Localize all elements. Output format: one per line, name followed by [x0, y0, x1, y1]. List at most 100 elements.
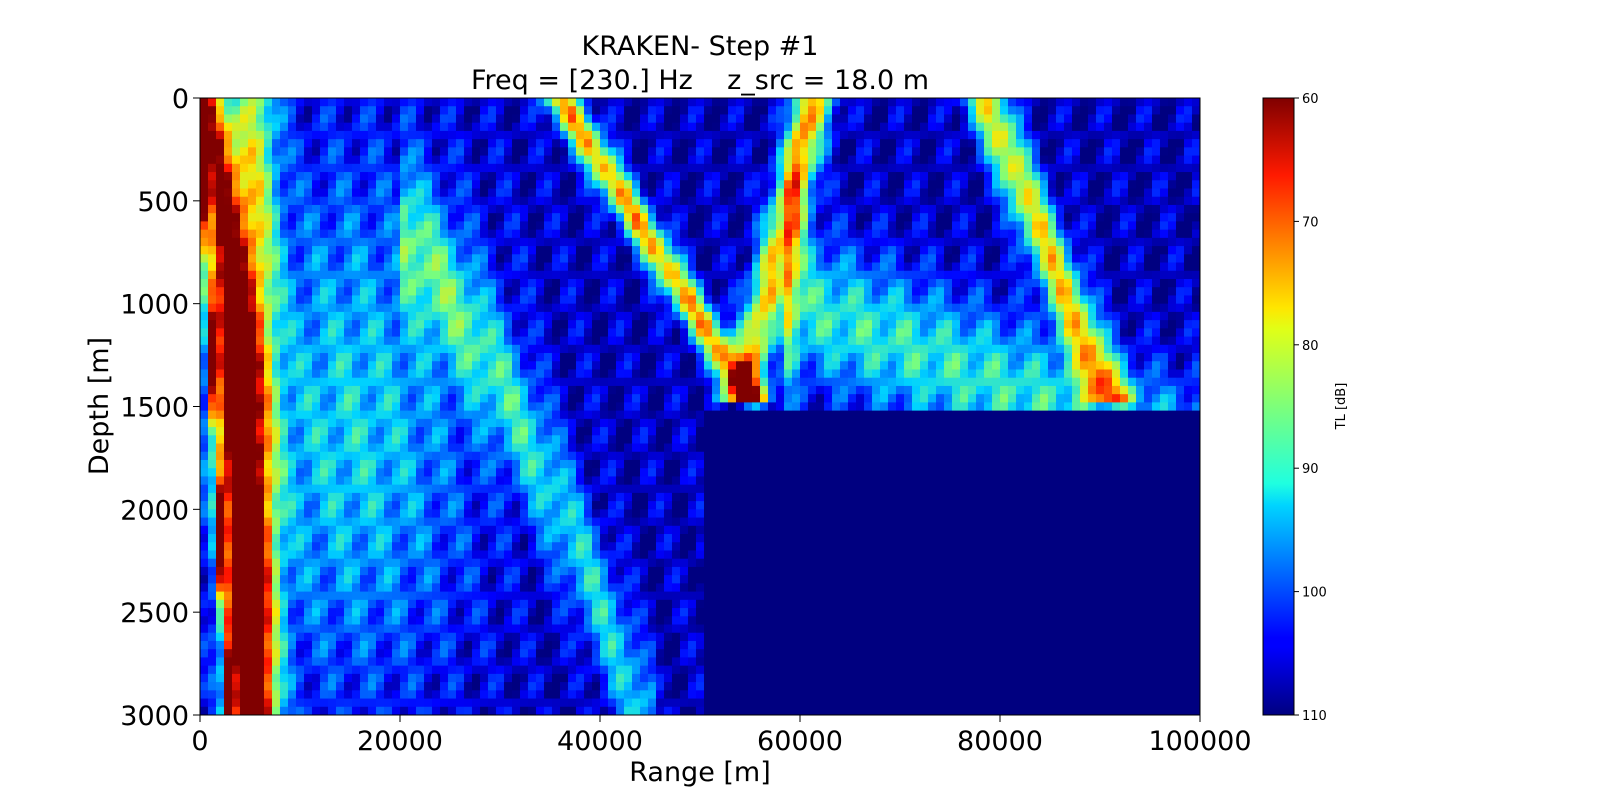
heatmap-cell	[568, 188, 577, 198]
heatmap-cell	[512, 566, 521, 576]
heatmap-cell	[416, 550, 425, 560]
heatmap-cell	[464, 558, 473, 568]
heatmap-cell	[400, 188, 409, 198]
heatmap-cell	[264, 501, 273, 510]
heatmap-cell	[224, 237, 233, 247]
heatmap-cell	[240, 649, 249, 659]
heatmap-cell	[456, 558, 465, 568]
heatmap-cell	[360, 196, 369, 206]
heatmap-cell	[328, 204, 337, 214]
heatmap-cell	[216, 213, 225, 222]
heatmap-cell	[488, 320, 497, 329]
heatmap-cell	[640, 114, 649, 124]
heatmap-cell	[512, 278, 521, 288]
heatmap-cell	[288, 106, 297, 116]
heatmap-cell	[376, 122, 385, 132]
heatmap-cell	[656, 377, 665, 387]
heatmap-cell	[504, 385, 513, 395]
heatmap-cell	[248, 608, 257, 617]
heatmap-cell	[448, 542, 457, 552]
heatmap-cell	[368, 451, 377, 461]
heatmap-cell	[224, 147, 233, 157]
heatmap-cell	[536, 237, 545, 247]
heatmap-cell	[608, 155, 617, 165]
heatmap-cell	[408, 221, 417, 231]
heatmap-cell	[336, 673, 345, 683]
heatmap-cell	[240, 476, 249, 486]
heatmap-cell	[392, 657, 401, 667]
heatmap-cell	[480, 509, 489, 519]
heatmap-cell	[312, 172, 321, 181]
heatmap-cell	[560, 188, 569, 198]
heatmap-cell	[432, 139, 441, 148]
heatmap-cell	[712, 278, 721, 288]
heatmap-cell	[576, 188, 585, 198]
heatmap-cell	[528, 418, 537, 428]
heatmap-cell	[536, 303, 545, 313]
heatmap-cell	[600, 385, 609, 395]
heatmap-cell	[360, 328, 369, 338]
heatmap-cell	[344, 262, 353, 272]
heatmap-cell	[416, 311, 425, 321]
heatmap-cell	[272, 221, 281, 231]
heatmap-cell	[280, 534, 289, 543]
heatmap-cell	[384, 410, 393, 420]
heatmap-cell	[352, 246, 361, 255]
heatmap-cell	[360, 459, 369, 469]
heatmap-cell	[632, 492, 641, 502]
heatmap-cell	[240, 640, 249, 650]
heatmap-cell	[424, 451, 433, 461]
heatmap-cell	[200, 278, 209, 288]
heatmap-cell	[712, 320, 721, 329]
heatmap-cell	[376, 147, 385, 157]
heatmap-cell	[624, 427, 633, 436]
heatmap-cell	[288, 122, 297, 132]
heatmap-cell	[208, 213, 217, 222]
heatmap-cell	[496, 311, 505, 321]
heatmap-cell	[624, 246, 633, 255]
heatmap-cell	[664, 459, 673, 469]
heatmap-cell	[584, 665, 593, 675]
heatmap-cell	[216, 303, 225, 313]
heatmap-cell	[536, 295, 545, 305]
heatmap-cell	[440, 443, 449, 453]
heatmap-cell	[344, 673, 353, 683]
heatmap-cell	[360, 106, 369, 116]
heatmap-cell	[328, 254, 337, 264]
heatmap-cell	[272, 287, 281, 297]
heatmap-cell	[304, 509, 313, 519]
heatmap-cell	[344, 690, 353, 700]
heatmap-cell	[664, 172, 673, 181]
heatmap-cell	[320, 213, 329, 222]
heatmap-cell	[288, 492, 297, 502]
heatmap-cell	[528, 542, 537, 552]
heatmap-cell	[424, 591, 433, 601]
heatmap-cell	[424, 320, 433, 329]
heatmap-cell	[688, 435, 697, 445]
heatmap-cell	[512, 418, 521, 428]
heatmap-cell	[248, 525, 257, 535]
heatmap-cell	[384, 394, 393, 403]
heatmap-cell	[320, 287, 329, 297]
heatmap-cell	[512, 682, 521, 691]
heatmap-cell	[312, 344, 321, 354]
heatmap-cell	[688, 246, 697, 255]
heatmap-cell	[672, 665, 681, 675]
heatmap-cell	[720, 369, 729, 379]
heatmap-cell	[720, 698, 729, 708]
heatmap-cell	[648, 246, 657, 255]
heatmap-cell	[592, 196, 601, 206]
heatmap-cell	[432, 517, 441, 527]
heatmap-cell	[384, 665, 393, 675]
heatmap-cell	[448, 278, 457, 288]
heatmap-cell	[616, 640, 625, 650]
heatmap-cell	[456, 369, 465, 379]
heatmap-cell	[256, 180, 265, 190]
heatmap-cell	[632, 476, 641, 486]
heatmap-cell	[392, 377, 401, 387]
heatmap-cell	[504, 558, 513, 568]
heatmap-cell	[480, 163, 489, 173]
heatmap-cell	[696, 130, 705, 140]
heatmap-cell	[536, 336, 545, 346]
heatmap-cell	[600, 443, 609, 453]
